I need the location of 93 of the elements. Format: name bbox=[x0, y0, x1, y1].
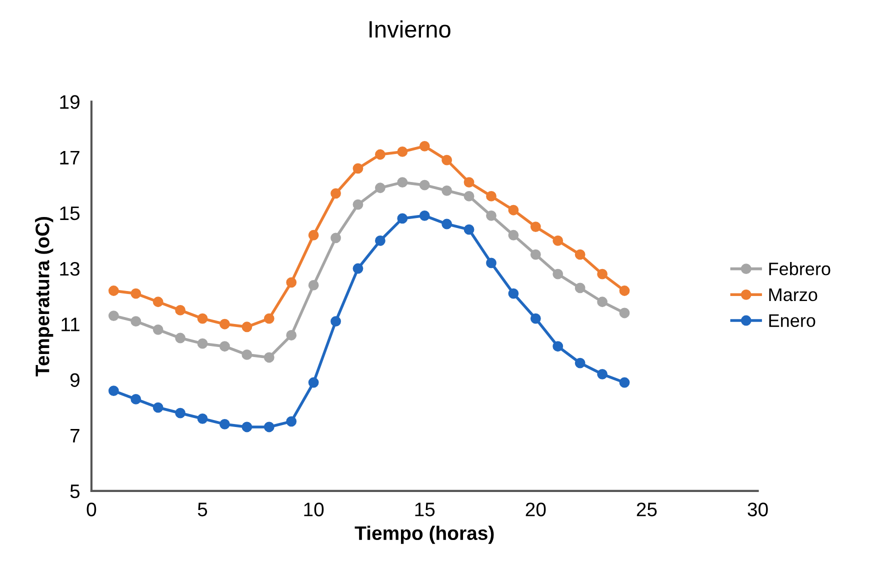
point bbox=[220, 419, 230, 430]
point bbox=[486, 191, 496, 202]
point bbox=[397, 146, 408, 157]
y-tick-label: 5 bbox=[70, 484, 80, 498]
y-tick-label: 15 bbox=[60, 206, 80, 220]
point bbox=[552, 268, 564, 280]
point bbox=[220, 318, 230, 330]
point bbox=[619, 308, 630, 318]
point bbox=[619, 286, 630, 296]
point bbox=[264, 352, 274, 363]
point bbox=[108, 310, 119, 321]
chart-title: Invierno bbox=[370, 20, 450, 38]
point bbox=[286, 416, 297, 427]
point bbox=[597, 268, 608, 280]
y-tick-label: 17 bbox=[60, 150, 80, 164]
point bbox=[220, 341, 230, 352]
point bbox=[530, 222, 541, 232]
point bbox=[374, 235, 386, 246]
point bbox=[308, 280, 319, 290]
x-tick-label: 20 bbox=[526, 502, 546, 516]
point bbox=[352, 163, 364, 174]
point bbox=[464, 224, 474, 235]
x-axis-title: Tiempo (horas) bbox=[354, 526, 494, 544]
point bbox=[130, 394, 142, 404]
point bbox=[419, 180, 430, 190]
point bbox=[508, 288, 519, 299]
point bbox=[197, 313, 208, 324]
legend-label: Enero bbox=[769, 314, 816, 328]
x-tick-label: 10 bbox=[304, 502, 324, 516]
point bbox=[552, 341, 564, 352]
point bbox=[574, 249, 586, 260]
point bbox=[574, 358, 586, 368]
point bbox=[197, 338, 208, 349]
point bbox=[108, 386, 119, 396]
point bbox=[352, 263, 364, 274]
point bbox=[152, 296, 164, 308]
x-tick-label: 0 bbox=[86, 502, 96, 516]
point bbox=[175, 305, 186, 316]
x-tick-label: 30 bbox=[748, 502, 768, 516]
y-tick-label: 7 bbox=[70, 429, 80, 442]
point bbox=[419, 210, 430, 221]
point bbox=[152, 402, 164, 413]
x-tick-label: 5 bbox=[198, 502, 208, 516]
point bbox=[464, 191, 474, 202]
point bbox=[374, 149, 386, 160]
point bbox=[330, 232, 341, 244]
point bbox=[352, 199, 364, 210]
point bbox=[286, 277, 297, 288]
point bbox=[597, 296, 608, 308]
y-tick-label: 11 bbox=[62, 318, 80, 332]
point bbox=[152, 324, 164, 335]
point bbox=[508, 204, 519, 216]
point bbox=[330, 316, 341, 327]
point bbox=[619, 377, 630, 388]
point bbox=[530, 313, 541, 324]
point bbox=[397, 177, 408, 188]
y-tick-label: 9 bbox=[70, 373, 80, 387]
point bbox=[419, 140, 430, 152]
point bbox=[308, 230, 319, 240]
point bbox=[264, 422, 274, 432]
x-tick-label: 15 bbox=[415, 502, 435, 516]
point bbox=[130, 316, 142, 327]
x-tick-label: 25 bbox=[636, 502, 657, 516]
point bbox=[308, 377, 319, 388]
point bbox=[597, 368, 608, 380]
point bbox=[108, 286, 119, 296]
point bbox=[242, 422, 252, 432]
point bbox=[242, 349, 252, 360]
point bbox=[552, 235, 564, 246]
point bbox=[486, 258, 496, 268]
point bbox=[242, 322, 252, 332]
point bbox=[264, 313, 274, 324]
point bbox=[442, 185, 452, 196]
point bbox=[508, 230, 519, 240]
y-axis-title: Temperatura (oC) bbox=[35, 216, 54, 376]
point bbox=[486, 210, 496, 221]
y-tick-label: 13 bbox=[60, 262, 80, 276]
point bbox=[374, 182, 386, 194]
point bbox=[464, 177, 474, 188]
point bbox=[175, 408, 186, 418]
point bbox=[330, 188, 341, 199]
point bbox=[130, 288, 142, 299]
point bbox=[175, 332, 186, 344]
point bbox=[197, 413, 208, 424]
point bbox=[574, 282, 586, 294]
point bbox=[286, 330, 297, 340]
point bbox=[530, 249, 541, 260]
point bbox=[442, 154, 452, 166]
point bbox=[442, 218, 452, 230]
point bbox=[397, 213, 408, 224]
legend-label: Marzo bbox=[769, 288, 818, 302]
y-tick-label: 19 bbox=[60, 95, 80, 109]
legend-label: Febrero bbox=[769, 262, 830, 276]
